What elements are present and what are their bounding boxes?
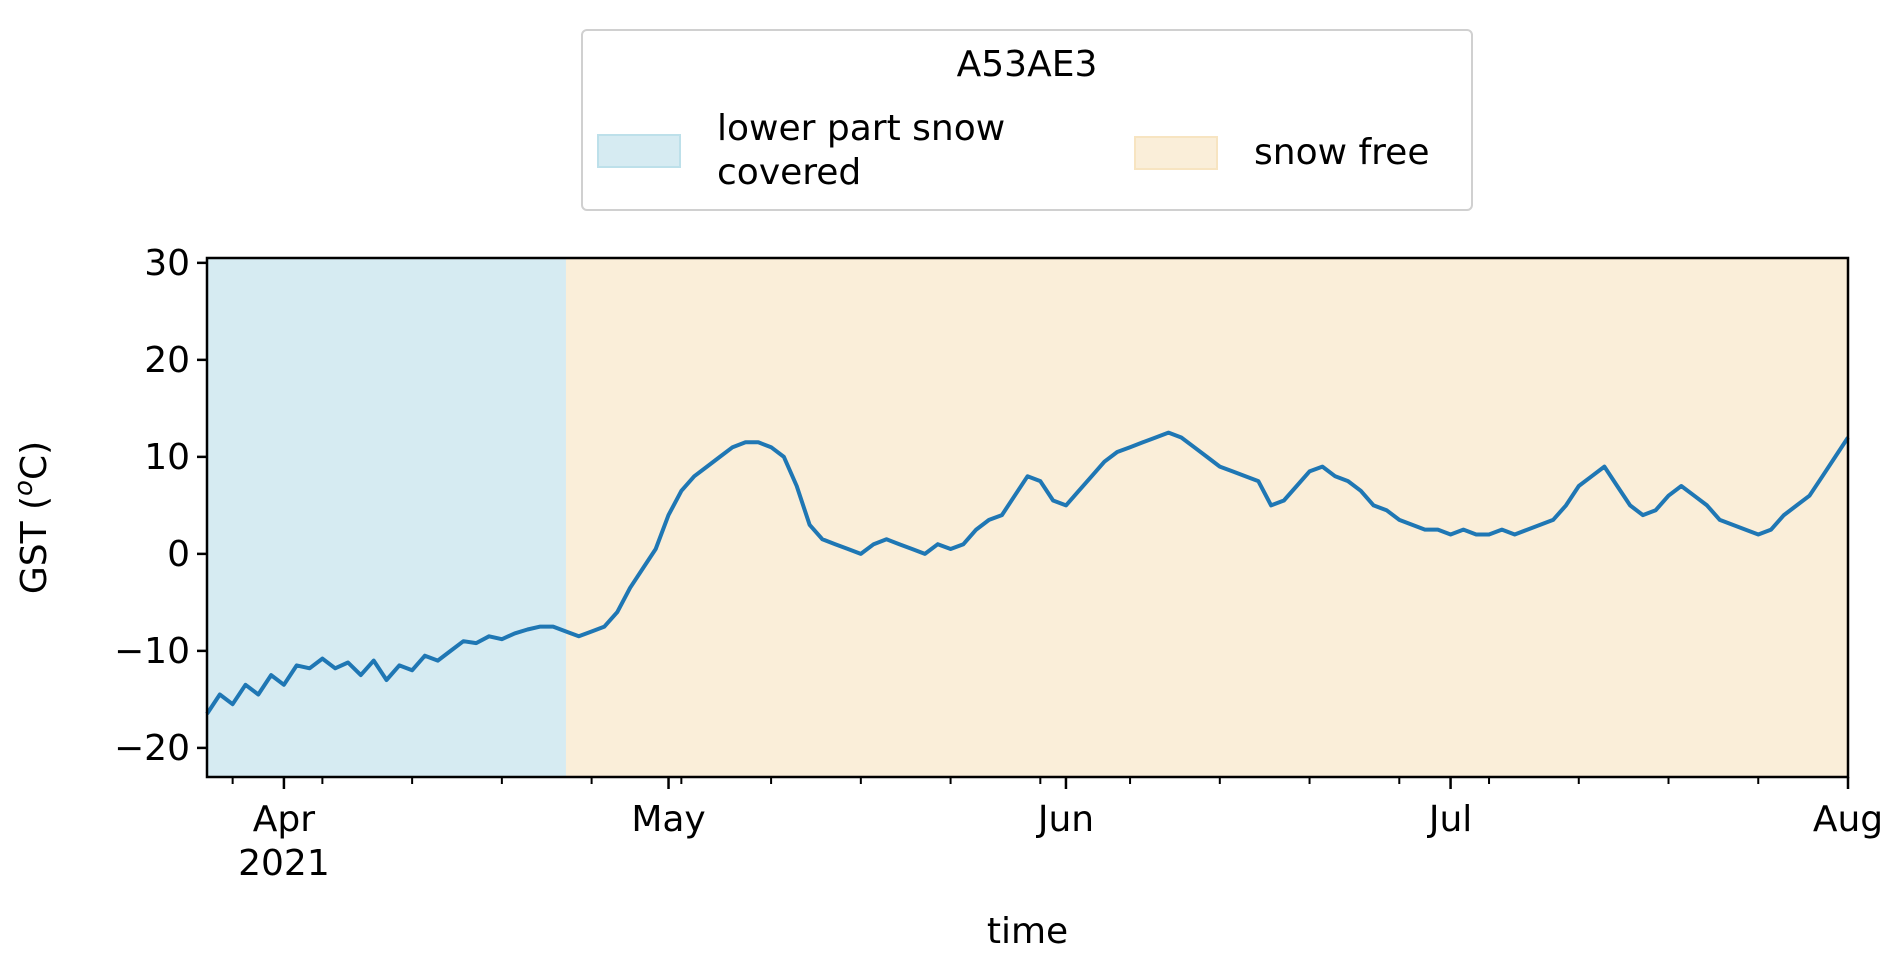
y-tick-label: −20 bbox=[114, 728, 190, 769]
span-snow-covered bbox=[207, 258, 566, 777]
y-axis: −20 −10 0 10 20 30 bbox=[114, 243, 207, 769]
x-tick-label: Aug bbox=[1813, 799, 1883, 840]
legend-title: A53AE3 bbox=[956, 44, 1098, 85]
y-axis-label: GST (oC) bbox=[9, 441, 55, 594]
x-axis-label: time bbox=[987, 911, 1068, 952]
span-snow-free bbox=[565, 258, 1848, 777]
series-line-gst bbox=[205, 430, 1850, 716]
series-layer bbox=[205, 430, 1850, 716]
y-tick-label: −10 bbox=[114, 631, 190, 672]
y-tick-label: 10 bbox=[144, 437, 190, 478]
legend-label-snow-free: snow free bbox=[1254, 132, 1430, 173]
plot-frame bbox=[205, 256, 1850, 779]
legend-swatch-snow-free bbox=[1134, 136, 1218, 170]
y-tick-label: 0 bbox=[167, 534, 190, 575]
legend-item-snow-covered: lower part snow covered bbox=[597, 107, 1117, 195]
y-tick-label: 30 bbox=[144, 243, 190, 284]
x-tick-label: Jul bbox=[1427, 799, 1472, 840]
y-tick-label: 20 bbox=[144, 340, 190, 381]
span-layer bbox=[207, 258, 1848, 777]
legend-item-snow-free: snow free bbox=[1134, 131, 1429, 175]
legend-swatch-snow-covered bbox=[597, 134, 681, 168]
x-tick-sublabel: 2021 bbox=[238, 843, 330, 884]
legend-label-snow-covered: lower part snow covered bbox=[717, 108, 1006, 193]
legend: A53AE3 lower part snow covered snow free bbox=[581, 29, 1473, 211]
x-tick-label: Apr bbox=[253, 799, 315, 840]
x-tick-label: Jun bbox=[1036, 799, 1094, 840]
x-tick-label: May bbox=[631, 799, 705, 840]
